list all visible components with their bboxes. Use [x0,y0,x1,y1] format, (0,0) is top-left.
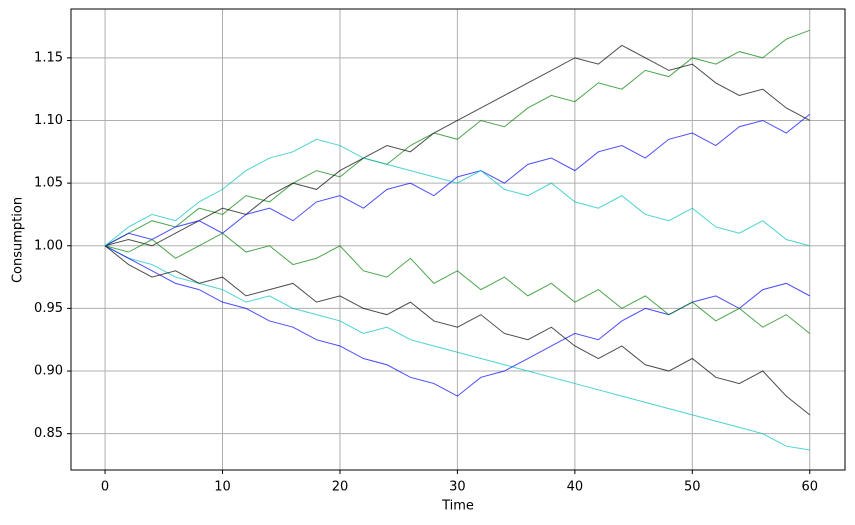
series-line [104,232,811,334]
y-tick-label: 1.05 [34,176,63,191]
y-axis-label: Consumption [11,197,26,283]
y-tick-label: 1.10 [34,113,63,128]
y-tick-label: 0.90 [34,364,63,379]
x-tick-label: 20 [332,480,349,495]
x-tick-label: 50 [684,480,701,495]
x-tick-label: 30 [449,480,466,495]
y-tick-label: 0.85 [34,426,63,441]
x-tick-label: 60 [801,480,818,495]
x-axis-label: Time [441,499,474,514]
series-line [104,29,810,247]
x-tick-label: 0 [101,480,109,495]
y-tick-label: 1.15 [34,50,63,65]
plot-frame [70,8,846,471]
series-line [104,245,811,416]
x-tick-label: 10 [214,480,231,495]
series-line [104,44,811,247]
y-tick-label: 1.00 [34,238,63,253]
series-line [104,138,810,247]
series-line [104,245,810,451]
y-tick-label: 0.95 [34,301,63,316]
x-tick-label: 40 [567,480,584,495]
